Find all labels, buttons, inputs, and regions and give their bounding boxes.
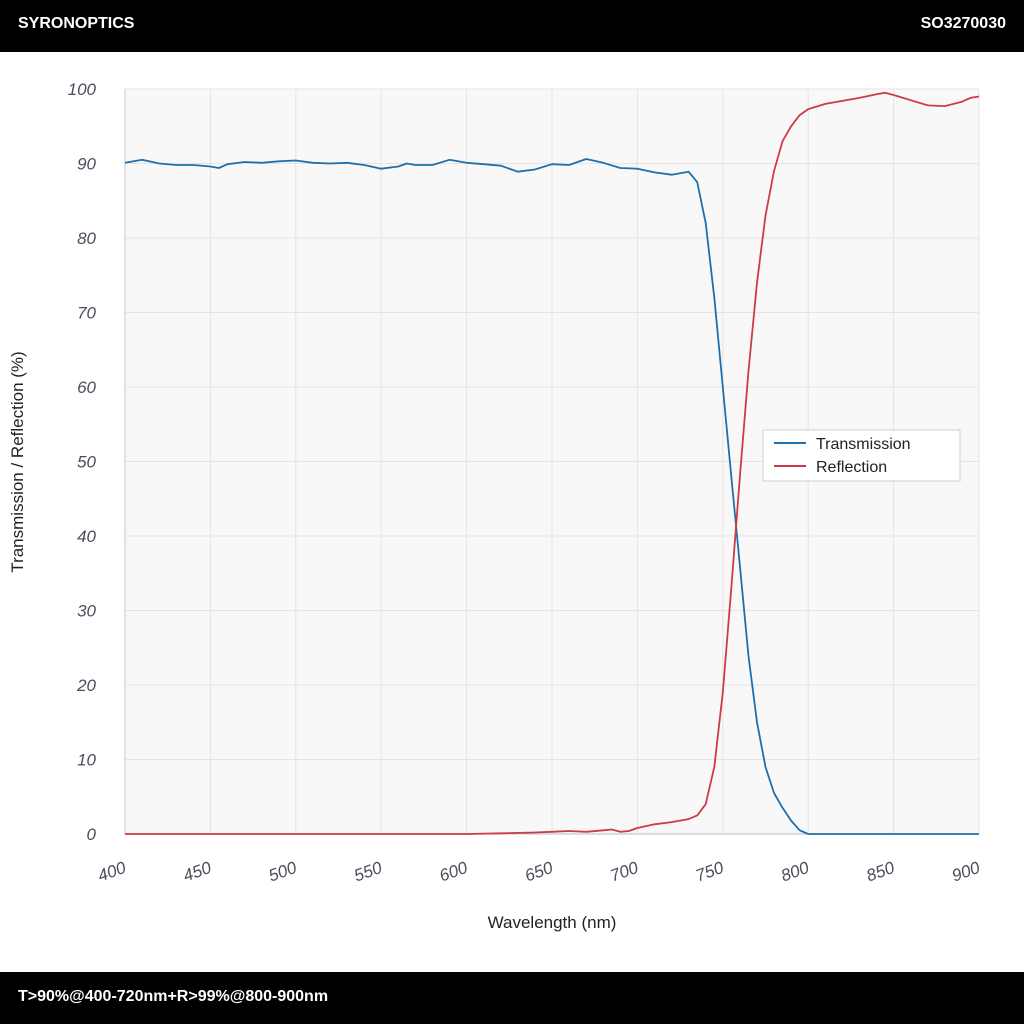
y-tick-label-20: 20 (76, 676, 96, 695)
legend: Transmission Reflection (762, 429, 961, 482)
x-tick-label-650: 650 (522, 858, 556, 886)
brand-name: SYRONOPTICS (18, 15, 135, 32)
series-lines (124, 91, 980, 835)
x-tick-label-850: 850 (864, 858, 898, 886)
x-tick-label-450: 450 (181, 858, 215, 886)
y-tick-label-10: 10 (77, 751, 96, 770)
x-tick-label-800: 800 (778, 858, 812, 886)
x-tick-label-400: 400 (95, 858, 129, 886)
y-tick-label-100: 100 (68, 80, 97, 99)
part-number: SO3270030 (920, 15, 1006, 32)
spectral-chart: 0 10 20 30 40 50 60 70 80 90 100 400 450 500 550 600 650… (8, 80, 983, 932)
y-tick-label-70: 70 (77, 304, 96, 323)
x-tick-label-500: 500 (266, 858, 300, 886)
legend-label-reflection: Reflection (816, 459, 887, 476)
series-line-transmission (124, 158, 979, 835)
header-bar: SYRONOPTICS SO3270030 (0, 0, 1024, 52)
y-tick-label-80: 80 (77, 229, 96, 248)
x-tick-label-750: 750 (693, 858, 727, 886)
y-tick-label-60: 60 (77, 378, 96, 397)
footer-bar: T>90%@400-720nm+R>99%@800-900nm (0, 972, 1024, 1024)
x-tick-label-550: 550 (351, 858, 385, 886)
x-axis-label: Wavelength (nm) (488, 913, 617, 932)
legend-label-transmission: Transmission (816, 436, 911, 453)
y-tick-label-90: 90 (77, 155, 96, 174)
y-tick-label-50: 50 (77, 453, 96, 472)
y-tick-label-40: 40 (77, 527, 96, 546)
y-tick-label-30: 30 (77, 602, 96, 621)
x-tick-label-600: 600 (437, 858, 471, 886)
y-axis-label: Transmission / Reflection (%) (8, 351, 27, 572)
y-tick-label-0: 0 (87, 825, 97, 844)
series-line-reflection (125, 91, 980, 835)
x-tick-label-900: 900 (949, 858, 983, 886)
legend-box (762, 429, 961, 482)
spec-summary: T>90%@400-720nm+R>99%@800-900nm (18, 988, 329, 1005)
x-tick-label-700: 700 (608, 858, 642, 886)
